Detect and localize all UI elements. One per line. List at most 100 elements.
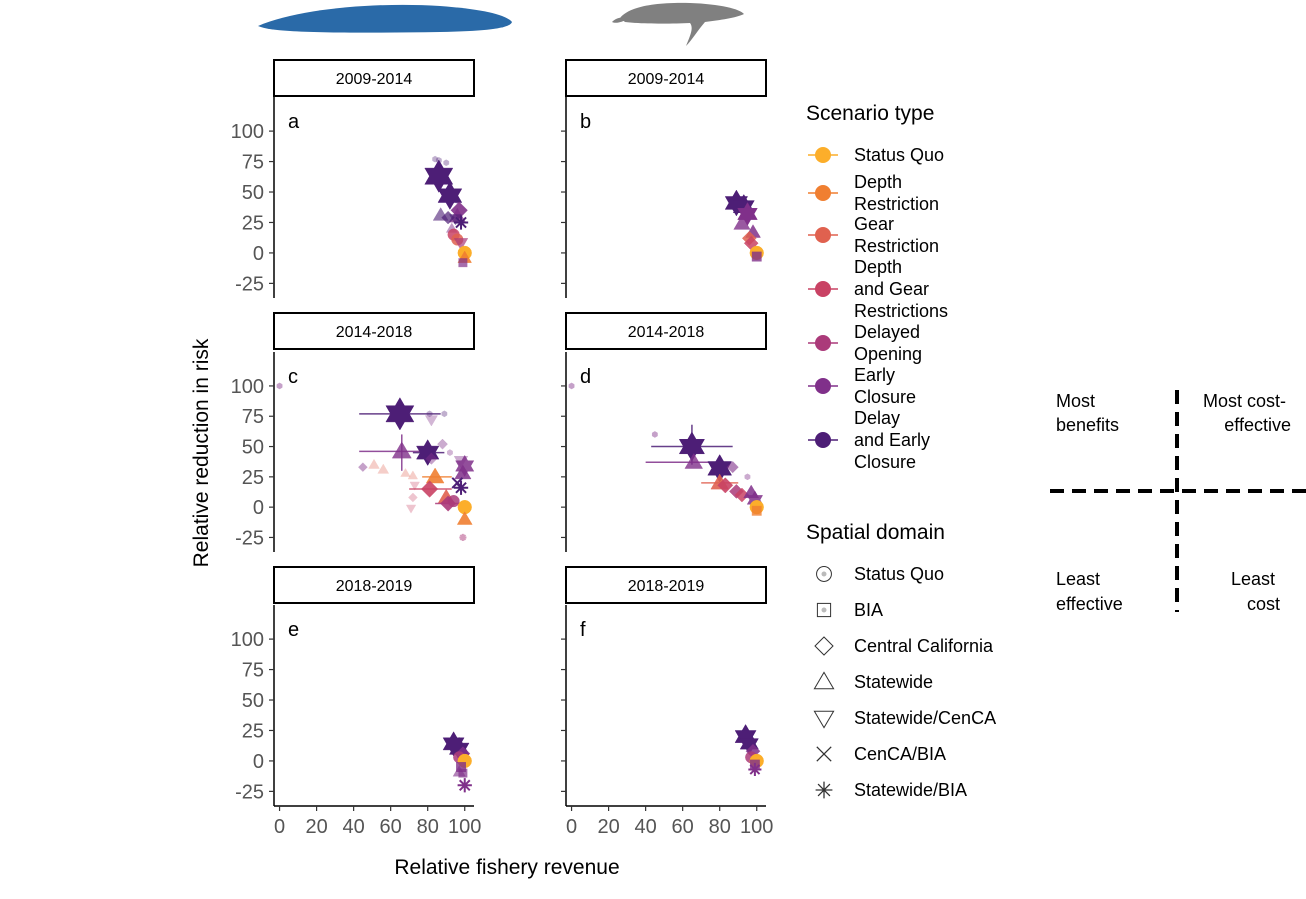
quadrant-guide: Most benefits Most cost- effective Least… [1050, 390, 1306, 614]
diamond-icon [814, 636, 834, 656]
data-point [408, 492, 418, 503]
legend-spatial-label: Statewide/CenCA [854, 708, 996, 728]
data-point [456, 511, 473, 525]
triangle-down-icon [813, 710, 835, 729]
data-point [425, 452, 438, 465]
legend-spatial-domain: Spatial domain Status Quo BIA Central Cali… [806, 521, 996, 800]
legend-spatial-label: Status Quo [854, 564, 944, 584]
data-point [459, 533, 467, 542]
legend-spatial-label: CenCA/BIA [854, 744, 946, 764]
y-tick-label: 0 [253, 751, 264, 773]
facet-strip [565, 566, 767, 604]
circle-icon [816, 566, 832, 582]
panel-f: 2018-2019 0 20 40 60 80 100 f [561, 566, 773, 838]
legend-scenario-label: Gear Restriction [854, 214, 939, 256]
data-point [420, 480, 439, 498]
data-point [717, 477, 734, 494]
legend-scenario-label: Depth Restriction [854, 172, 939, 214]
y-tick-label: 50 [242, 182, 264, 204]
data-point [457, 778, 472, 793]
data-point [432, 155, 439, 163]
facet-strip-label: 2014-2018 [628, 324, 705, 341]
data-point [447, 495, 460, 508]
panel-e: 2018-2019 -25 0 25 50 75 100 0 20 40 60 80 100 e [231, 566, 481, 838]
data-point [453, 215, 469, 230]
square-icon [816, 602, 832, 618]
y-tick-label: 50 [242, 437, 264, 459]
facet-strip [273, 566, 475, 604]
y-tick-label: 25 [242, 720, 264, 742]
panel-d: 2014-2018 d [561, 312, 767, 552]
legend-scenario-label: Delayed Opening [854, 322, 922, 364]
legend-spatial-title: Spatial domain [806, 521, 945, 544]
data-point [678, 431, 705, 462]
data-point [733, 215, 751, 230]
data-point [437, 181, 463, 210]
y-tick-label: 0 [253, 497, 264, 519]
data-point [726, 461, 739, 474]
legend-spatial-item: Status Quo [816, 564, 944, 584]
legend-scenario-item: Depth Restriction [808, 172, 939, 214]
data-point [651, 431, 658, 438]
facet-strip [565, 312, 767, 350]
quadrant-top-left: Most benefits [1056, 391, 1119, 435]
y-tick-label: 75 [242, 660, 264, 682]
x-tick-label: 20 [305, 816, 327, 838]
x-tick-label: 100 [740, 816, 773, 838]
legend-key-dot [815, 227, 831, 243]
legend-key-dot [815, 335, 831, 351]
panel-letter: d [580, 366, 591, 388]
blue-whale-icon [258, 4, 512, 33]
data-point [437, 438, 448, 450]
legend-scenario-label: Status Quo [854, 145, 944, 165]
legend-scenario-item: Delay and Early Closure [808, 408, 930, 472]
y-tick-label: 0 [253, 243, 264, 265]
y-tick-label: 100 [231, 376, 264, 398]
triangle-up-icon [813, 671, 835, 690]
y-tick-label: -25 [235, 527, 264, 549]
legend-spatial-label: BIA [854, 600, 883, 620]
x-tick-label: 100 [448, 816, 481, 838]
y-tick-label: 100 [231, 629, 264, 651]
facet-strip-label: 2009-2014 [628, 71, 705, 88]
y-tick-label: 25 [242, 467, 264, 489]
panel-c: 2014-2018 -25 0 25 50 75 100 c [231, 312, 475, 552]
y-tick-label: 50 [242, 690, 264, 712]
legend-scenario-label: Depth and Gear Restrictions [854, 257, 948, 321]
legend-scenario-title: Scenario type [806, 102, 934, 125]
data-point [447, 449, 453, 456]
data-point [458, 258, 468, 268]
data-point [368, 458, 380, 469]
panel-letter: b [580, 111, 591, 133]
y-tick-label: 25 [242, 212, 264, 234]
data-point [568, 382, 575, 390]
panel-b: 2009-2014 b [561, 59, 767, 298]
legend-scenario-item: Delayed Opening [808, 322, 922, 364]
data-point [454, 464, 472, 480]
panel-letter: f [580, 619, 586, 641]
x-tick-label: 60 [380, 816, 402, 838]
legend-spatial-item: Statewide/BIA [815, 780, 967, 800]
legend-scenario-item: Early Closure [808, 365, 916, 407]
panel-letter: c [288, 366, 298, 388]
legend-spatial-label: Central California [854, 636, 994, 656]
data-point [441, 410, 448, 418]
legend-key-center [821, 571, 827, 577]
legend-key-dot [815, 432, 831, 448]
legend-scenario-item: Gear Restriction [808, 214, 939, 256]
legend-spatial-item: BIA [816, 600, 883, 620]
data-point [748, 762, 762, 776]
x-tick-label: 0 [566, 816, 577, 838]
humpback-whale-icon [612, 2, 744, 46]
data-point [751, 505, 762, 516]
data-point [416, 439, 440, 467]
data-point [407, 470, 419, 480]
facet-strip-label: 2018-2019 [628, 578, 705, 595]
legend-spatial-label: Statewide [854, 672, 933, 692]
quadrant-bottom-right: Least cost [1231, 569, 1280, 614]
data-point [358, 462, 368, 472]
y-tick-label: 75 [242, 152, 264, 174]
y-tick-label: 75 [242, 406, 264, 428]
legend-scenario-item: Status Quo [808, 145, 944, 165]
